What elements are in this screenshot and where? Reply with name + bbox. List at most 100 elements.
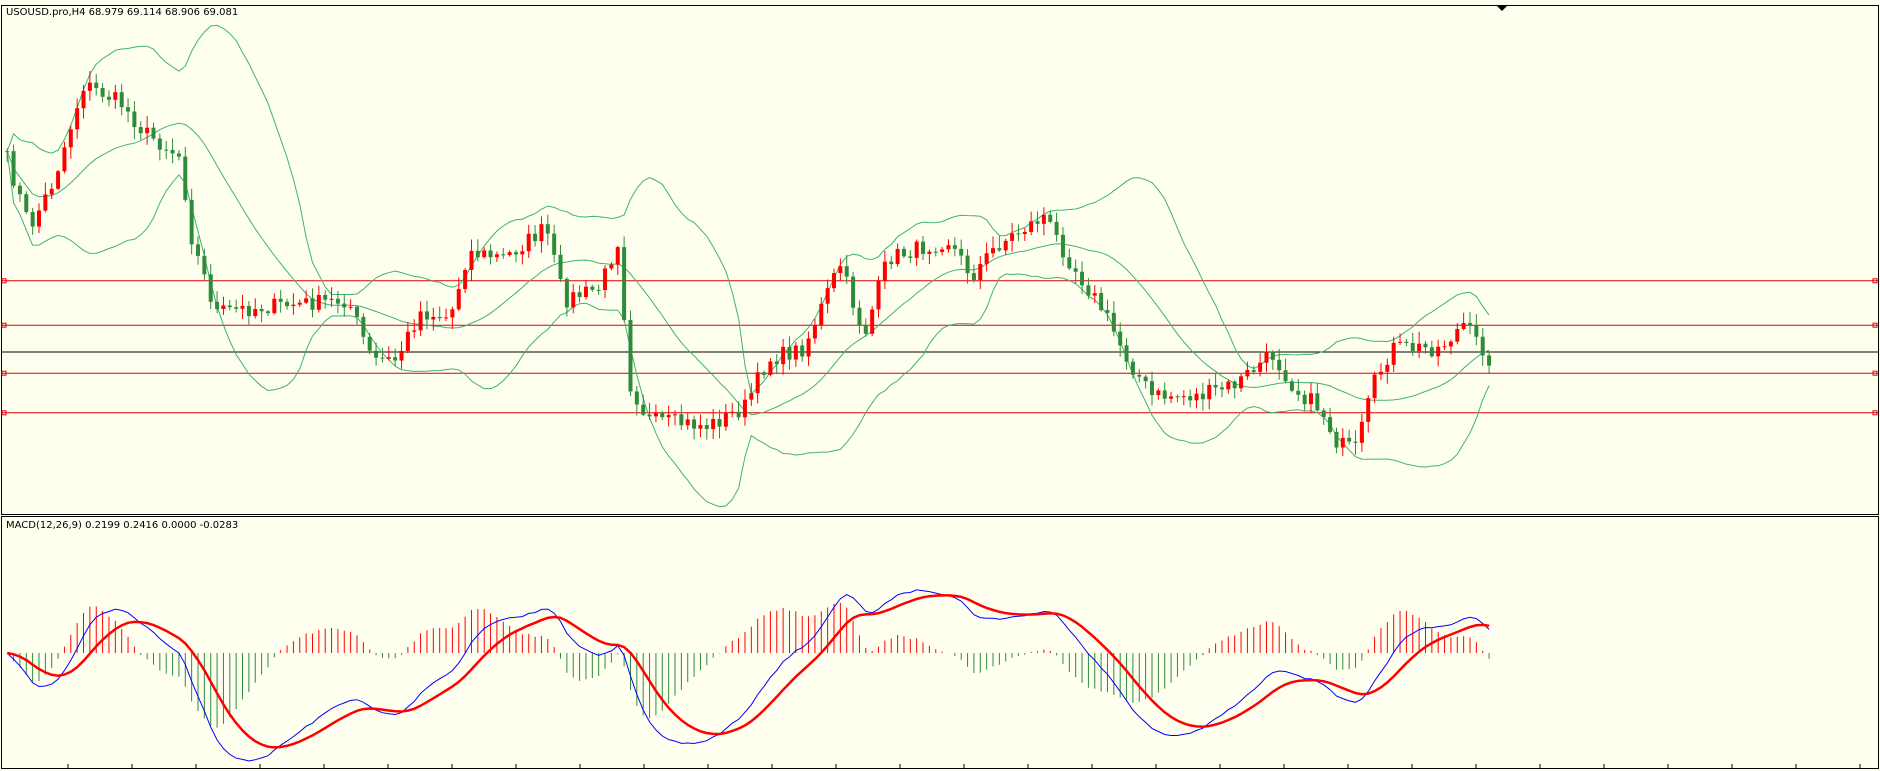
candle-body	[132, 111, 137, 128]
candle-body	[431, 316, 436, 320]
candle-body	[1169, 396, 1174, 399]
candle-body	[1073, 268, 1078, 272]
level-handle	[1872, 278, 1878, 284]
candle-body	[437, 316, 442, 319]
candle-body	[145, 127, 150, 134]
candle-body	[1130, 361, 1135, 375]
candle-body	[622, 247, 627, 321]
candle-body	[1328, 417, 1333, 432]
candle-body	[1003, 240, 1008, 251]
candle-body	[1277, 359, 1282, 371]
candle-body	[37, 210, 41, 227]
candle-body	[1035, 221, 1040, 224]
candle-body	[685, 419, 690, 426]
candle-body	[405, 331, 410, 351]
candle-body	[806, 338, 811, 357]
candle-body	[335, 298, 340, 304]
candle-body	[647, 414, 652, 417]
candle-body	[265, 311, 270, 314]
candle-body	[424, 311, 429, 320]
candle-body	[946, 245, 951, 250]
candle-body	[30, 211, 35, 227]
level-handle	[1, 322, 7, 328]
candle-body	[730, 411, 735, 413]
candle-body	[1219, 387, 1224, 390]
candle-body	[1245, 370, 1250, 377]
candle-body	[164, 149, 169, 151]
candle-body	[1156, 390, 1161, 396]
candle-body	[1175, 396, 1180, 398]
candle-body	[781, 346, 786, 365]
candle-body	[1264, 351, 1269, 363]
candle-body	[1270, 351, 1275, 360]
macd-pane	[1, 516, 1879, 769]
candle-body	[374, 350, 379, 358]
candle-body	[196, 244, 200, 256]
candle-body	[56, 171, 61, 189]
candle-body	[202, 255, 207, 275]
band-line	[6, 24, 1490, 395]
candle-body	[673, 414, 677, 416]
candle-body	[825, 288, 830, 304]
candle-body	[1054, 221, 1059, 235]
candle-body	[1423, 343, 1428, 348]
candle-body	[1391, 342, 1396, 365]
candle-body	[812, 325, 817, 339]
chart-title: USOUSD.pro,H4 68.979 69.114 68.906 69.08…	[6, 7, 238, 18]
candle-body	[1137, 374, 1142, 377]
level-handle	[1, 370, 7, 376]
candle-body	[870, 309, 875, 334]
candle-body	[1010, 233, 1015, 241]
candle-body	[628, 320, 633, 392]
candle-body	[253, 309, 258, 317]
candle-body	[75, 108, 80, 130]
candle-body	[959, 248, 964, 256]
candle-body	[348, 306, 353, 308]
candle-body	[984, 253, 989, 264]
candle-body	[469, 250, 474, 270]
candle-body	[933, 251, 938, 253]
candle-body	[838, 266, 843, 274]
candle-body	[1398, 341, 1403, 343]
candle-body	[571, 292, 576, 308]
candle-body	[991, 248, 995, 254]
candle-body	[5, 151, 10, 153]
candle-body	[304, 298, 309, 303]
candle-body	[1213, 384, 1218, 388]
candle-body	[1309, 393, 1313, 405]
candle-body	[1041, 214, 1046, 224]
macd-drawing	[6, 589, 1490, 762]
candle-body	[297, 302, 302, 305]
candle-body	[533, 233, 538, 242]
candle-body	[1232, 381, 1237, 389]
candle-body	[1111, 312, 1116, 332]
macd-line	[6, 589, 1490, 762]
candle-body	[456, 289, 461, 310]
candle-body	[1143, 376, 1148, 382]
candle-body	[526, 233, 531, 252]
candle-body	[418, 311, 423, 331]
candle-body	[901, 248, 906, 257]
candle-body	[717, 419, 722, 427]
candle-body	[1086, 285, 1091, 296]
candle-body	[68, 129, 73, 148]
candle-body	[1442, 346, 1447, 348]
candle-body	[240, 305, 245, 309]
candle-body	[259, 309, 264, 312]
candle-body	[768, 361, 773, 375]
candle-body	[819, 303, 824, 326]
candle-body	[246, 305, 251, 317]
candle-body	[666, 414, 671, 418]
candle-body	[679, 414, 684, 426]
candle-body	[1321, 410, 1326, 418]
candle-body	[596, 289, 601, 291]
candle-body	[1060, 234, 1065, 258]
candle-body	[119, 92, 124, 108]
candle-body	[234, 307, 239, 309]
candle-body	[49, 188, 54, 195]
candle-body	[921, 241, 926, 254]
candle-body	[342, 303, 347, 308]
candle-body	[1150, 381, 1154, 396]
